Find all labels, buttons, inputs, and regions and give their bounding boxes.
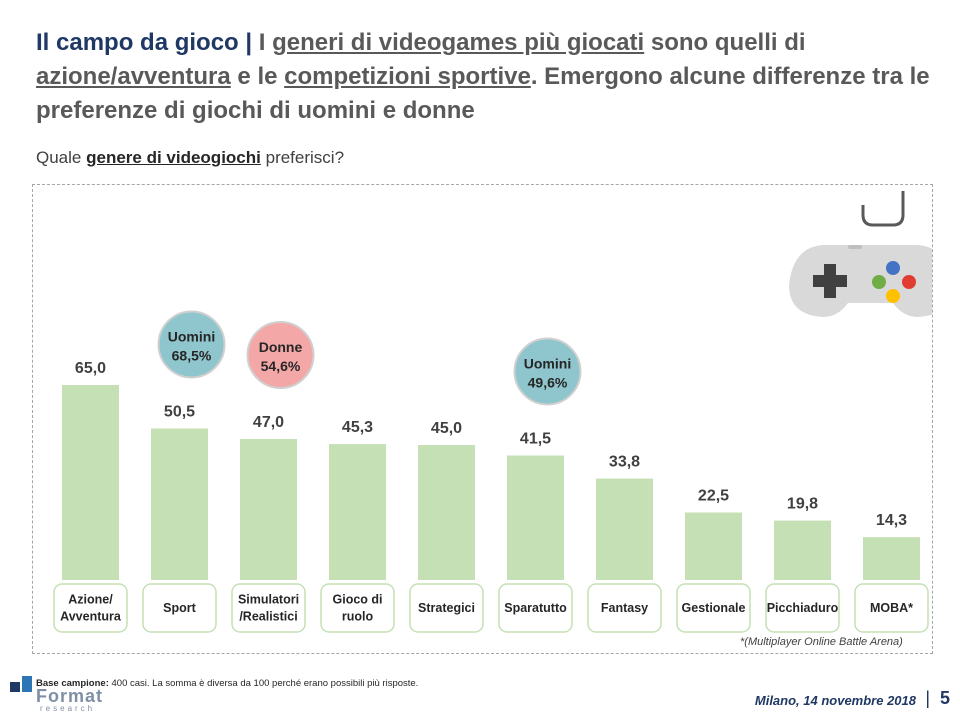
title-part-3: e le xyxy=(237,63,278,90)
footer-date: Milano, 14 novembre 2018 xyxy=(754,693,916,708)
title-highlight-2: azione/avventura xyxy=(36,63,231,90)
bar-0 xyxy=(62,385,119,580)
title-highlight-1: generi di videogames più giocati xyxy=(272,29,645,56)
callout-value-1: 54,6% xyxy=(261,358,301,374)
category-box-6 xyxy=(587,583,662,633)
category-box-9 xyxy=(854,583,929,633)
tick-label-3: Gioco di ruolo xyxy=(333,593,383,624)
bar-7 xyxy=(685,512,742,580)
bar-8 xyxy=(774,520,831,580)
bar-chart: 65,0 Azione/Avventura 50,5 Sport 47,0 Simulat… xyxy=(53,191,932,633)
bar-5 xyxy=(507,455,564,580)
bar-4 xyxy=(418,445,475,580)
page-separator: | xyxy=(925,688,930,708)
tick-label-2: Simulatori/Realistici xyxy=(238,593,299,624)
callout-bubble-2 xyxy=(513,337,582,406)
data-label-2: 47,0 xyxy=(253,414,284,431)
data-label-5: 41,5 xyxy=(520,431,551,448)
callout-bubble-1 xyxy=(246,321,315,389)
title-highlight-3: competizioni sportive xyxy=(284,63,531,90)
title-main: Il campo da gioco xyxy=(36,29,239,56)
callout-value-2: 49,6% xyxy=(528,375,568,391)
gamepad-icon xyxy=(789,191,932,317)
bar-9 xyxy=(863,537,920,580)
callout-label-1: Donne xyxy=(259,339,303,355)
data-label-0: 65,0 xyxy=(75,360,106,377)
title-part-2: sono quelli di xyxy=(650,29,806,56)
survey-question: Quale genere di videogiochi preferisci? xyxy=(36,148,344,168)
logo-word: Format xyxy=(36,686,104,706)
question-post: preferisci? xyxy=(265,148,345,167)
slide-title: Il campo da gioco | I generi di videogam… xyxy=(36,26,936,128)
callout-label-2: Uomini xyxy=(524,356,571,372)
base-text: 400 casi. La somma è diversa da 100 perc… xyxy=(111,678,419,689)
title-part-4: . Emergono alcune differenze tra le pref… xyxy=(36,63,930,124)
data-label-4: 45,0 xyxy=(431,420,462,437)
callout-label-0: Uomini xyxy=(168,329,215,345)
callout-value-0: 68,5% xyxy=(172,348,212,364)
format-research-logo: Format research xyxy=(10,676,110,716)
data-label-9: 14,3 xyxy=(876,512,907,529)
title-part-1: I xyxy=(258,29,266,56)
bar-1 xyxy=(151,428,208,580)
bar-2 xyxy=(240,439,297,580)
tick-label-7: Gestionale xyxy=(682,601,746,615)
data-label-3: 45,3 xyxy=(342,419,373,436)
data-label-6: 33,8 xyxy=(609,454,640,471)
bar-6 xyxy=(596,478,653,580)
category-box-2 xyxy=(231,583,306,633)
base-label: Base campione: xyxy=(36,678,109,689)
tick-label-1: Sport xyxy=(163,601,196,615)
data-label-7: 22,5 xyxy=(698,488,729,505)
category-box-8 xyxy=(765,583,840,633)
tick-label-5: Sparatutto xyxy=(504,601,567,615)
category-box-5 xyxy=(498,583,573,633)
category-box-3 xyxy=(320,583,395,633)
logo-sub: research xyxy=(40,704,96,713)
page-number: 5 xyxy=(939,688,950,708)
chart-panel: 65,0 Azione/Avventura 50,5 Sport 47,0 Simulat… xyxy=(32,184,933,654)
category-box-4 xyxy=(409,583,484,633)
question-pre: Quale xyxy=(36,148,82,167)
bar-3 xyxy=(329,444,386,580)
base-note: Base campione: 400 casi. La somma è dive… xyxy=(36,678,418,689)
data-label-8: 19,8 xyxy=(787,496,818,513)
tick-label-4: Strategici xyxy=(418,601,475,615)
category-box-1 xyxy=(142,583,217,633)
tick-label-8: Picchiaduro xyxy=(767,601,839,615)
category-box-7 xyxy=(676,583,751,633)
tick-label-0: Azione/Avventura xyxy=(60,593,122,624)
question-bold: genere di videogiochi xyxy=(86,148,261,167)
data-label-1: 50,5 xyxy=(164,404,195,421)
chart-footnote: *(Multiplayer Online Battle Arena) xyxy=(740,636,903,648)
tick-label-9: MOBA* xyxy=(870,601,913,615)
callout-bubble-0 xyxy=(157,310,226,379)
title-separator: | xyxy=(245,29,253,56)
category-box-0 xyxy=(53,583,128,633)
tick-label-6: Fantasy xyxy=(601,601,648,615)
